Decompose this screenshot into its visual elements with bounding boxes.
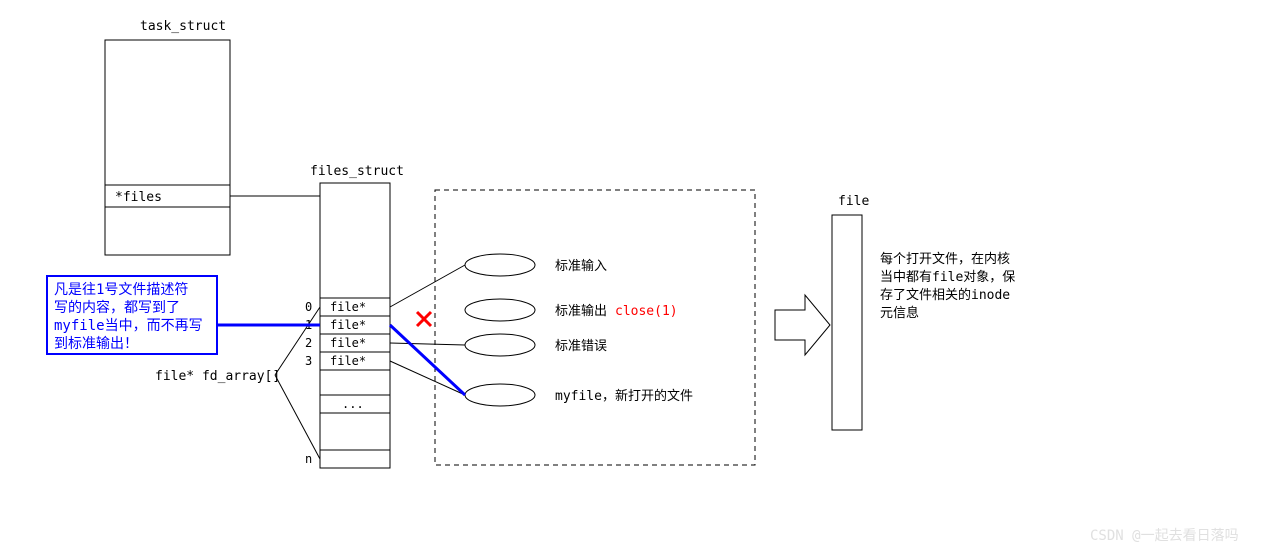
close1-label: close(1)	[615, 304, 678, 319]
stdin-label: 标准输入	[555, 258, 607, 274]
conn-3	[390, 361, 465, 395]
note-line-3: myfile当中，而不再写	[54, 318, 203, 334]
desc-line-3: 存了文件相关的inode	[880, 287, 1010, 303]
desc-line-4: 元信息	[880, 305, 919, 321]
desc-line-1: 每个打开文件，在内核	[880, 251, 1010, 267]
file-label: file	[838, 194, 869, 209]
conn-2	[390, 343, 465, 345]
fd-cell-dots-text: ...	[342, 397, 364, 411]
conn-0	[390, 265, 465, 307]
fd-cell-3-text: file*	[330, 354, 366, 368]
fd-cell-2-text: file*	[330, 336, 366, 350]
branch-line-2	[275, 375, 320, 459]
conn-1-blue	[390, 325, 465, 395]
fd-cell-n	[320, 450, 390, 468]
watermark: CSDN @一起去看日落吗	[1090, 528, 1239, 544]
ellipse-stdin	[465, 254, 535, 276]
note-line-4: 到标准输出！	[54, 336, 138, 352]
note-line-1: 凡是往1号文件描述符	[54, 282, 188, 298]
ellipse-stderr	[465, 334, 535, 356]
files-ptr-label: *files	[115, 190, 162, 205]
dashed-container	[435, 190, 755, 465]
idx-3: 3	[305, 354, 312, 368]
file-box	[832, 215, 862, 430]
idx-2: 2	[305, 336, 312, 350]
stderr-label: 标准错误	[555, 339, 607, 354]
fd-cell-1-text: file*	[330, 318, 366, 332]
fd-cell-0-text: file*	[330, 300, 366, 314]
stdout-label: 标准输出	[555, 303, 607, 319]
idx-n: n	[305, 452, 312, 466]
note-line-2: 写的内容，都写到了	[54, 299, 180, 316]
desc-line-2: 当中都有file对象，保	[880, 270, 1015, 285]
branch-line-1	[275, 307, 320, 375]
ellipse-stdout	[465, 299, 535, 321]
ellipse-myfile	[465, 384, 535, 406]
files-struct-label: files_struct	[310, 164, 404, 179]
task-struct-label: task_struct	[140, 19, 226, 34]
fd-array-label: file* fd_array[]	[155, 369, 280, 384]
task-struct-box	[105, 40, 230, 255]
big-arrow-icon	[775, 295, 830, 355]
myfile-label: myfile，新打开的文件	[555, 388, 693, 404]
red-x-icon	[417, 312, 431, 326]
idx-0: 0	[305, 300, 312, 314]
